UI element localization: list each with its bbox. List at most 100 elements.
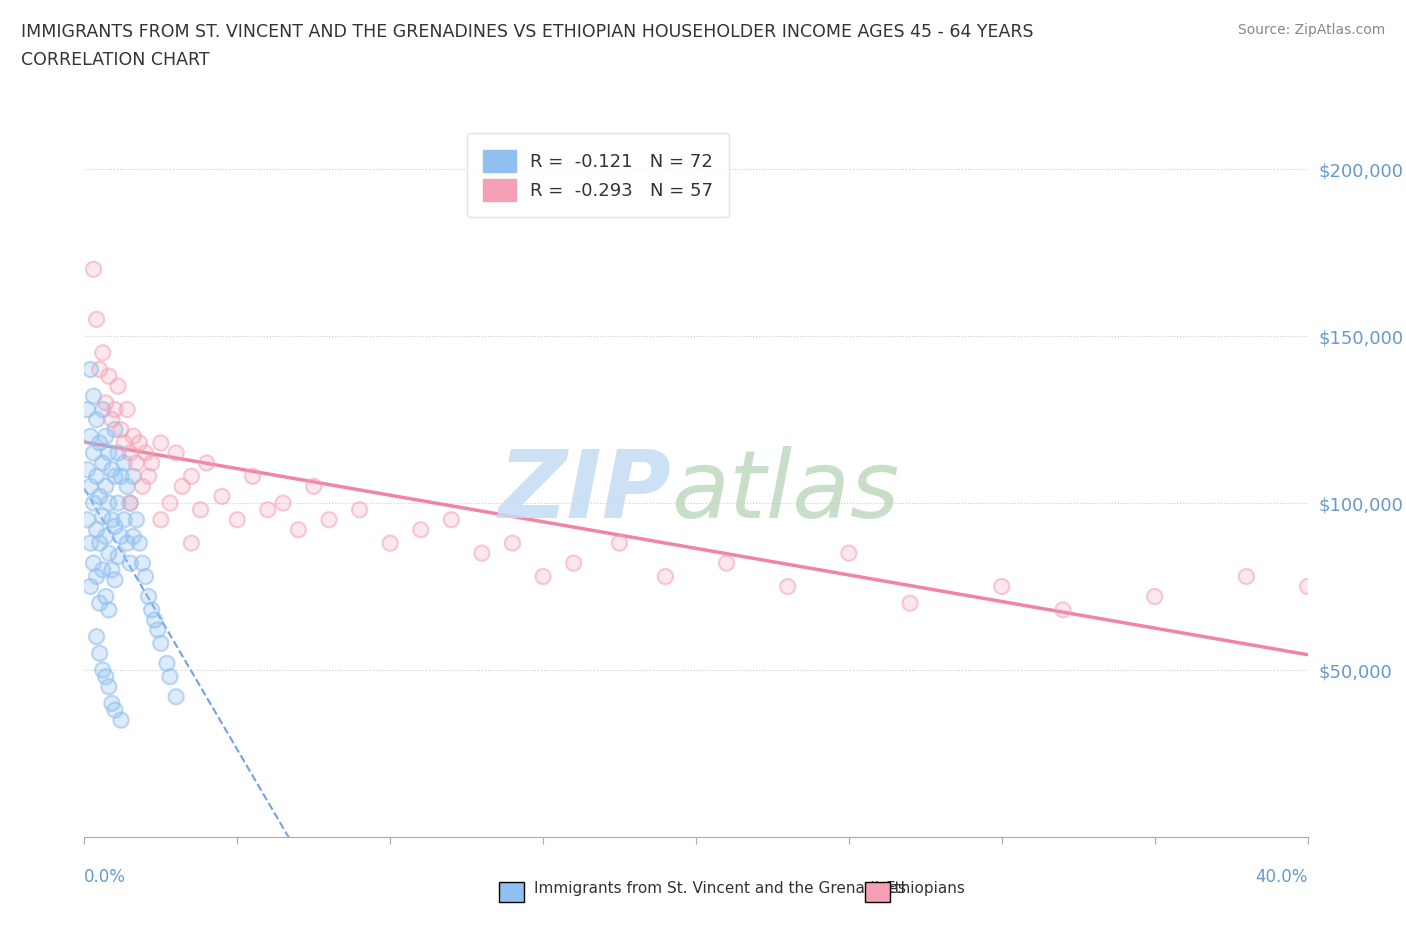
Point [1296,579,1319,594]
Point [1143,589,1166,604]
Point [838,546,860,561]
Point [287,523,309,538]
Point [83,556,105,571]
Point [120,556,142,571]
Point [94,529,117,544]
Point [91,509,114,524]
Point [101,412,124,427]
Point [107,549,129,564]
Point [115,536,138,551]
Point [94,670,117,684]
Point [131,556,153,571]
Point [1296,579,1319,594]
Point [76,512,98,527]
Point [83,496,105,511]
Point [86,569,108,584]
Point [318,512,340,527]
Point [120,445,142,460]
Point [79,479,101,494]
Point [141,456,163,471]
Point [165,445,187,460]
Point [115,479,138,494]
Point [195,456,218,471]
Point [287,523,309,538]
Point [271,496,294,511]
Point [242,469,264,484]
Point [110,469,132,484]
Point [104,469,127,484]
Point [112,435,135,450]
Point [89,536,111,551]
Point [83,445,105,460]
Point [91,345,114,360]
Point [104,573,127,588]
Point [135,569,157,584]
Point [86,523,108,538]
Point [94,429,117,444]
Point [1236,569,1258,584]
Point [97,603,120,618]
Point [226,512,249,527]
Point [502,536,524,551]
Point [79,479,101,494]
Point [257,502,280,517]
Point [101,462,124,477]
Point [91,662,114,677]
Point [159,670,181,684]
Point [112,512,135,527]
Point [1236,569,1258,584]
Point [149,435,172,450]
Point [91,563,114,578]
Point [79,429,101,444]
Point [94,395,117,410]
Point [141,456,163,471]
Point [89,489,111,504]
Point [122,529,145,544]
Point [110,422,132,437]
Legend: R =  -0.121   N = 72, R =  -0.293   N = 57: R = -0.121 N = 72, R = -0.293 N = 57 [467,133,730,217]
Point [159,496,181,511]
Point [125,456,148,471]
Point [141,603,163,618]
Point [112,456,135,471]
Point [115,402,138,417]
Point [149,636,172,651]
Point [107,496,129,511]
Point [76,402,98,417]
Point [101,412,124,427]
Point [94,479,117,494]
Point [83,389,105,404]
Point [125,456,148,471]
Point [110,469,132,484]
Point [138,469,160,484]
Point [86,312,108,326]
Point [101,462,124,477]
Point [79,362,101,377]
Point [149,435,172,450]
Text: ZIP: ZIP [499,445,672,538]
Point [110,529,132,544]
Text: 0.0%: 0.0% [84,868,127,885]
Point [318,512,340,527]
Point [471,546,494,561]
Point [76,512,98,527]
Point [120,556,142,571]
Point [302,479,325,494]
Point [562,556,585,571]
Point [112,456,135,471]
Point [104,703,127,718]
Point [83,389,105,404]
Point [83,262,105,277]
Point [226,512,249,527]
Point [380,536,402,551]
Point [156,656,179,671]
Point [776,579,799,594]
Point [107,445,129,460]
Point [89,362,111,377]
Point [101,563,124,578]
Point [120,496,142,511]
Point [128,536,150,551]
Point [211,489,233,504]
Point [122,429,145,444]
Point [180,469,202,484]
